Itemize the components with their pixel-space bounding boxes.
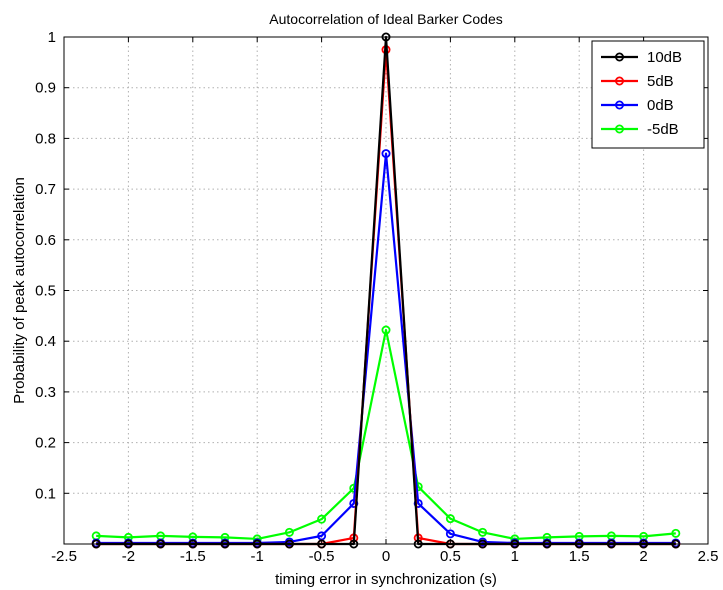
data-point (542, 539, 552, 549)
x-tick-label: -1 (251, 548, 264, 565)
data-point (317, 539, 327, 549)
data-point (445, 529, 455, 539)
x-tick-label: 0 (382, 548, 390, 565)
legend-swatch-marker (615, 52, 625, 62)
data-point (510, 539, 520, 549)
y-tick-label: 0.8 (35, 130, 56, 147)
data-point (445, 539, 455, 549)
legend-item: -5dB (601, 121, 679, 138)
data-point (284, 527, 294, 537)
x-tick-label: 2 (639, 548, 647, 565)
data-point (639, 539, 649, 549)
y-tick-label: 0.3 (35, 384, 56, 401)
legend-label: -5dB (647, 121, 679, 138)
axis-ticks: -2.5 -2 -1.5 -1 -0.5 0 0.5 1 1.5 2 2.5 0.1 0.2 0.3 0.4… (35, 29, 718, 565)
data-point (123, 539, 133, 549)
data-point (671, 528, 681, 538)
data-point (252, 539, 262, 549)
data-point (317, 514, 327, 524)
data-point (156, 539, 166, 549)
series-line (96, 35, 676, 546)
data-point (381, 149, 391, 159)
legend: 10dB 5dB 0dB -5dB (591, 40, 705, 149)
x-tick-label: -2.5 (51, 548, 77, 565)
x-tick-label: 1 (511, 548, 519, 565)
data-point (606, 539, 616, 549)
legend-label: 0dB (647, 97, 674, 114)
legend-swatch-marker (615, 124, 625, 134)
data-point (381, 32, 391, 42)
series-line (96, 328, 676, 541)
legend-swatch-marker (615, 76, 625, 86)
legend-item: 0dB (601, 97, 674, 114)
x-tick-label: 1.5 (569, 548, 590, 565)
data-point (91, 539, 101, 549)
legend-swatch-marker (615, 100, 625, 110)
y-axis-label: Probability of peak autocorrelation (11, 177, 28, 404)
data-point (284, 539, 294, 549)
y-tick-label: 0.1 (35, 485, 56, 502)
y-tick-label: 0.5 (35, 283, 56, 300)
chart-title: Autocorrelation of Ideal Barker Codes (269, 11, 502, 27)
y-tick-label: 0.6 (35, 232, 56, 249)
data-point (317, 531, 327, 541)
x-axis-label: timing error in synchronization (s) (275, 571, 497, 588)
x-tick-label: 0.5 (440, 548, 461, 565)
y-tick-label: 0.4 (35, 333, 56, 350)
data-point (188, 539, 198, 549)
legend-items: 10dB 5dB 0dB -5dB (601, 49, 682, 138)
y-tick-label: 0.2 (35, 435, 56, 452)
series-group (91, 32, 681, 549)
data-point (381, 325, 391, 335)
series-10dB (91, 32, 681, 549)
legend-label: 10dB (647, 49, 682, 66)
x-tick-label: -0.5 (309, 548, 335, 565)
data-point (220, 539, 230, 549)
data-point (478, 527, 488, 537)
data-point (574, 539, 584, 549)
legend-box (591, 40, 705, 149)
data-point (413, 539, 423, 549)
data-point (671, 539, 681, 549)
x-tick-label: -2 (122, 548, 135, 565)
legend-item: 5dB (601, 73, 674, 90)
y-tick-label: 0.9 (35, 80, 56, 97)
x-tick-label: -1.5 (180, 548, 206, 565)
x-tick-label: 2.5 (698, 548, 719, 565)
data-point (445, 514, 455, 524)
legend-label: 5dB (647, 73, 674, 90)
y-tick-label: 1 (48, 29, 56, 46)
data-point (349, 539, 359, 549)
y-tick-label: 0.7 (35, 181, 56, 198)
data-point (478, 539, 488, 549)
legend-item: 10dB (601, 49, 682, 66)
